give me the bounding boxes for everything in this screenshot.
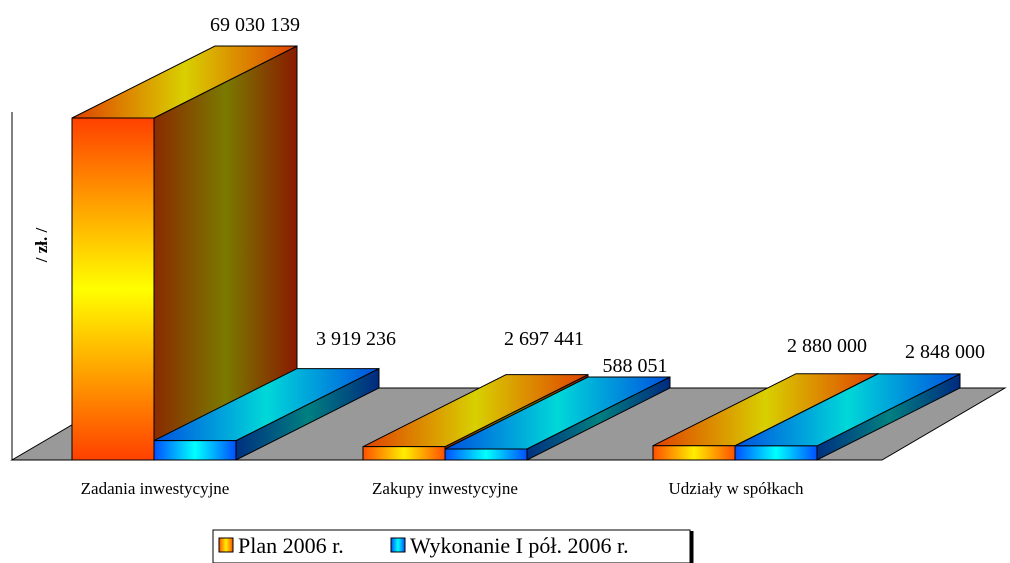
bar-plan-zadania-front	[71, 117, 155, 461]
value-label-plan-zadania: 69 030 139	[210, 14, 300, 36]
legend-label-plan: Plan 2006 r.	[238, 533, 344, 558]
legend-swatch-plan	[218, 537, 234, 553]
legend: Plan 2006 r. Wykonanie I pół. 2006 r.	[212, 529, 694, 563]
bar-plan-zakupy-front	[362, 446, 446, 461]
legend-label-wykonanie: Wykonanie I pół. 2006 r.	[410, 533, 629, 558]
bar-wykonanie-zakupy-front	[444, 448, 528, 461]
value-label-plan-udzialy: 2 880 000	[787, 335, 867, 357]
category-label-udzialy: Udziały w spółkach	[668, 479, 804, 498]
legend-box	[212, 529, 691, 563]
category-label-zadania: Zadania inwestycyjne	[81, 479, 230, 498]
y-axis-label: / zł. /	[32, 227, 51, 263]
legend-swatch-wykonanie	[390, 537, 406, 553]
bar-wykonanie-udzialy-front	[734, 445, 818, 461]
value-label-wyk-zakupy: 588 051	[603, 355, 668, 377]
value-label-wyk-zadania: 3 919 236	[316, 328, 396, 350]
value-label-plan-zakupy: 2 697 441	[504, 328, 584, 350]
bars-group	[71, 45, 961, 461]
value-label-wyk-udzialy: 2 848 000	[905, 341, 985, 363]
bar-wykonanie-zadania-front	[153, 440, 237, 461]
category-label-zakupy: Zakupy inwestycyjne	[372, 479, 518, 498]
bar-plan-udzialy-front	[652, 445, 736, 461]
